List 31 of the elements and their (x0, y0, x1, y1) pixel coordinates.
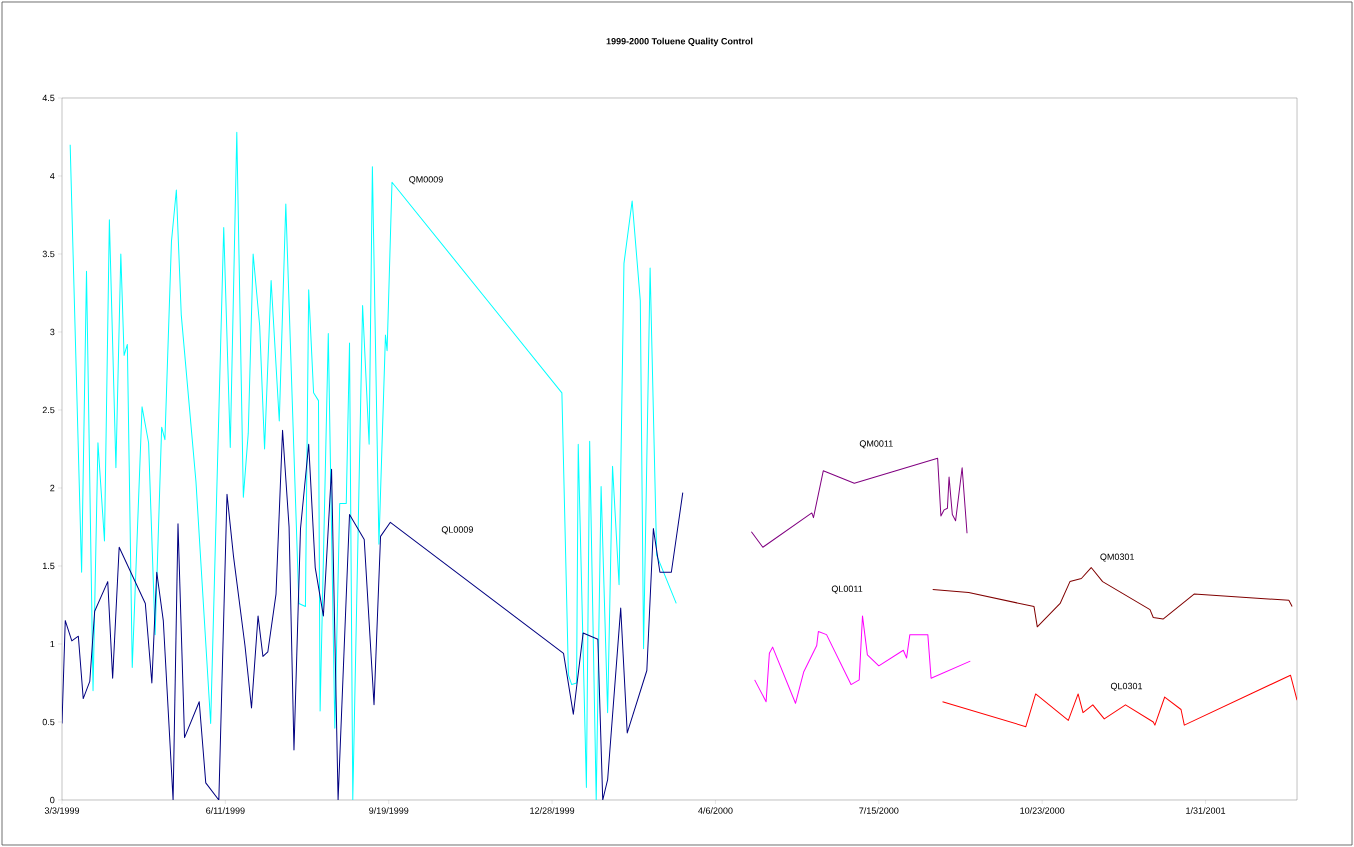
y-tick-label: 1.5 (42, 562, 55, 570)
x-tick-label: 1/31/2001 (1186, 807, 1226, 814)
x-tick-label: 12/28/1999 (530, 807, 575, 814)
text: QL0301 (1110, 682, 1143, 691)
y-tick-label: 2.5 (42, 406, 55, 414)
line-series (750, 457, 968, 548)
line-series (62, 429, 684, 800)
line-series (754, 615, 971, 704)
y-tick-label: 3.5 (42, 250, 55, 258)
x-tick-label: 7/15/2000 (859, 807, 899, 814)
y-tick-label: 4.5 (42, 94, 55, 102)
series-label: QM0301 (1100, 553, 1134, 562)
y-tick-label: 4 (50, 172, 55, 180)
chart-title: 1999-2000 Toluene Quality Control (606, 37, 753, 47)
x-tick-label: 10/23/2000 (1020, 807, 1065, 814)
text: QL0009 (441, 526, 473, 535)
x-tick-label: 6/11/1999 (206, 807, 245, 814)
y-tick-label: 1 (50, 640, 55, 648)
line-series (942, 674, 1298, 728)
y-tick-label: 3 (50, 328, 55, 336)
line-series (932, 567, 1293, 628)
x-tick-label: 4/6/2000 (698, 807, 733, 814)
x-tick-label: 9/19/1999 (369, 807, 409, 814)
x-tick-label: 3/3/1999 (44, 807, 80, 814)
y-tick-label: 0 (50, 796, 55, 804)
line-series (69, 131, 677, 800)
y-tick-label: 0.5 (42, 718, 55, 726)
text: QM0011 (859, 440, 893, 449)
series-label: QM0009 (409, 176, 443, 185)
y-tick-label: 2 (50, 484, 55, 492)
text: QL0011 (831, 585, 863, 594)
